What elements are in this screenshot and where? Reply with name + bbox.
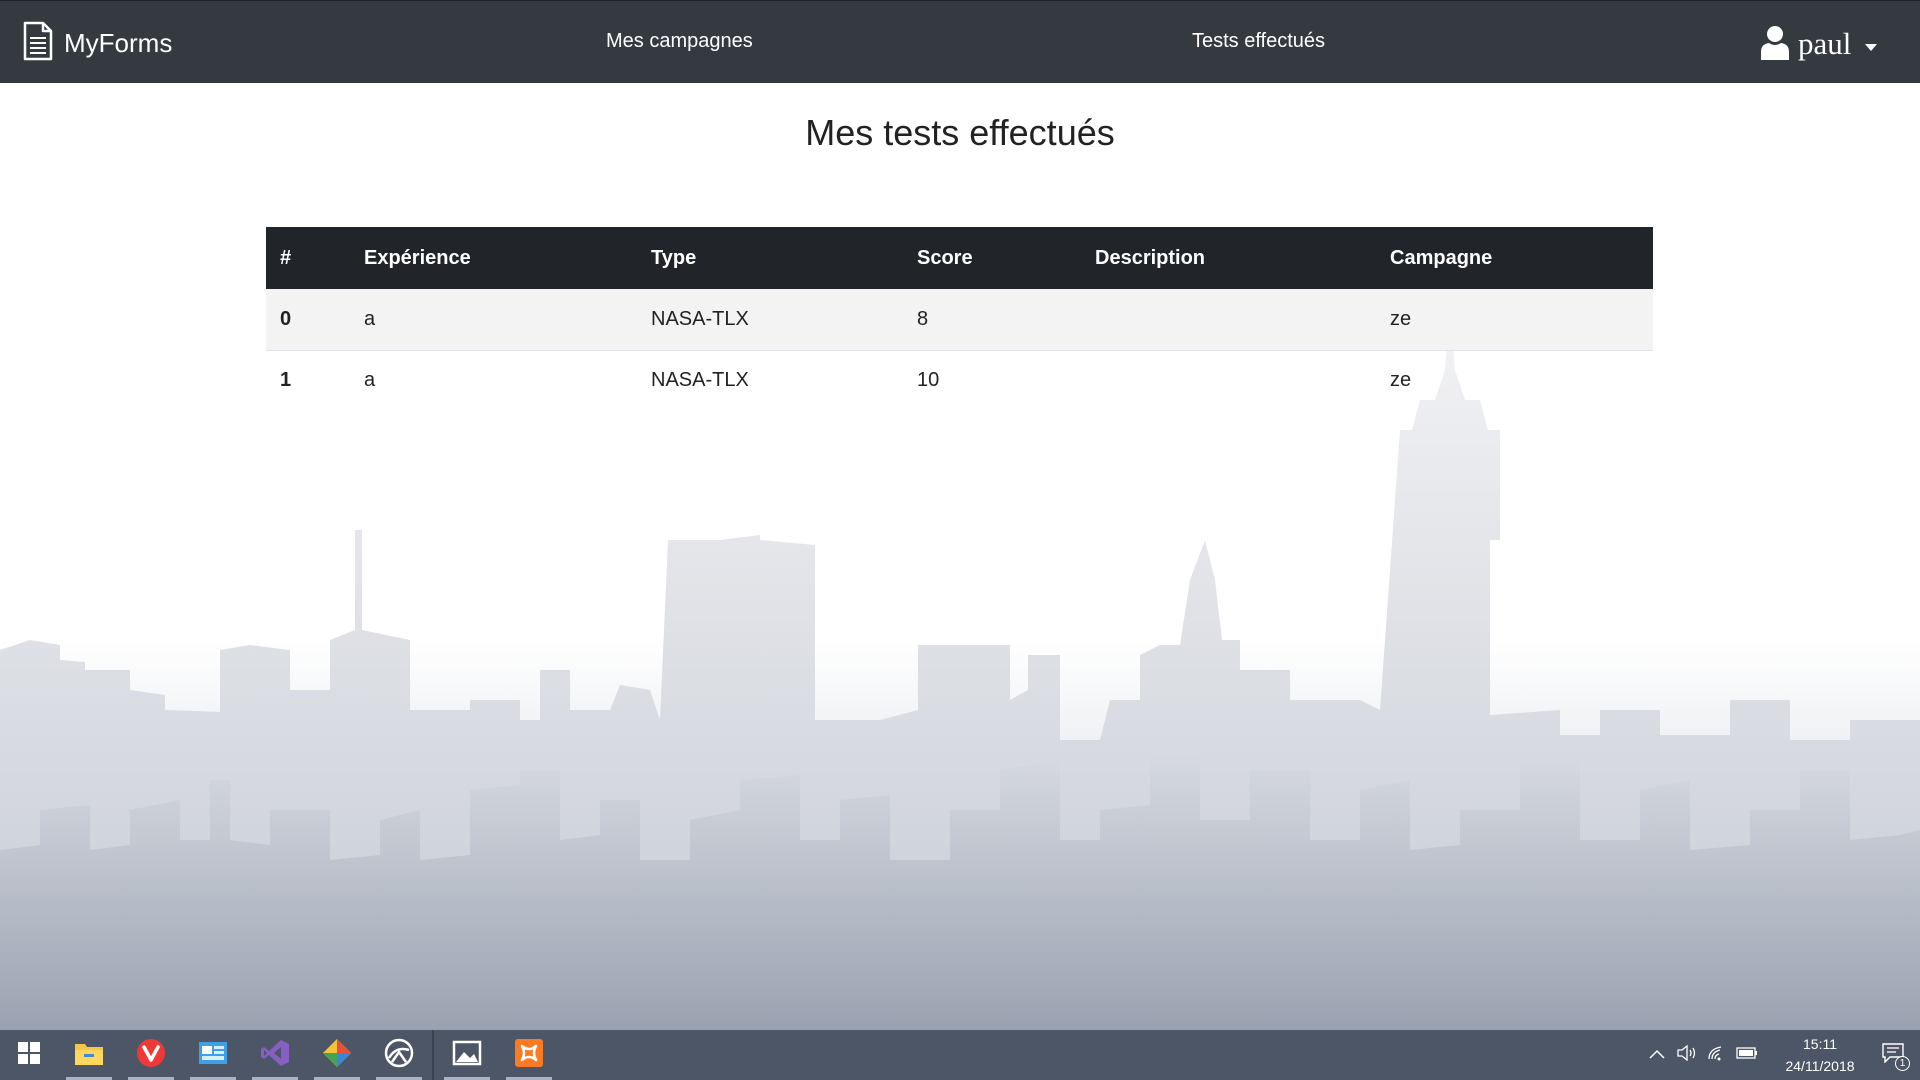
table-header-row: # Expérience Type Score Description Camp… bbox=[266, 227, 1653, 289]
browser-icon bbox=[384, 1038, 414, 1073]
cell-index: 0 bbox=[280, 307, 292, 330]
battery-icon bbox=[1736, 1046, 1758, 1064]
cell-experience: a bbox=[364, 307, 376, 330]
chevron-up-icon bbox=[1649, 1046, 1665, 1064]
page-title: Mes tests effectués bbox=[805, 112, 1115, 153]
column-header-experience: Expérience bbox=[364, 246, 471, 269]
tray-battery-button[interactable] bbox=[1732, 1030, 1762, 1080]
taskbar-app-file-explorer[interactable] bbox=[58, 1030, 120, 1080]
cell-campagne: ze bbox=[1390, 369, 1412, 392]
vivaldi-icon bbox=[136, 1038, 166, 1073]
git-icon bbox=[322, 1038, 352, 1073]
volume-icon bbox=[1677, 1044, 1697, 1066]
xampp-icon bbox=[514, 1038, 544, 1073]
navbar: MyForms Mes campagnes Tests effectués pa… bbox=[0, 0, 1920, 83]
document-icon bbox=[22, 21, 54, 66]
user-icon bbox=[1760, 24, 1790, 65]
chevron-down-icon bbox=[1865, 43, 1878, 51]
cell-type: NASA-TLX bbox=[651, 307, 749, 330]
windows-icon bbox=[18, 1041, 40, 1069]
tray-network-button[interactable] bbox=[1702, 1030, 1732, 1080]
column-header-index: # bbox=[280, 246, 292, 269]
cell-campagne: ze bbox=[1390, 307, 1412, 330]
taskbar-app-control-panel[interactable] bbox=[182, 1030, 244, 1080]
clock-time: 15:11 bbox=[1803, 1036, 1837, 1052]
table-row: 0 a NASA-TLX 8 ze bbox=[266, 289, 1653, 350]
nav-link-tests[interactable]: Tests effectués bbox=[1192, 30, 1326, 52]
taskbar-app-git[interactable] bbox=[306, 1030, 368, 1080]
control-panel-icon bbox=[198, 1040, 228, 1071]
clock-date: 24/11/2018 bbox=[1785, 1058, 1855, 1074]
user-menu[interactable]: paul bbox=[1760, 19, 1878, 69]
system-tray: 15:11 24/11/2018 1 bbox=[1642, 1030, 1920, 1080]
taskbar: 15:11 24/11/2018 1 bbox=[0, 1030, 1920, 1080]
taskbar-app-visual-studio[interactable] bbox=[244, 1030, 306, 1080]
file-explorer-icon bbox=[74, 1040, 104, 1071]
taskbar-app-xampp[interactable] bbox=[498, 1030, 560, 1080]
taskbar-app-photos[interactable] bbox=[436, 1030, 498, 1080]
wifi-icon bbox=[1707, 1045, 1727, 1066]
cell-description bbox=[1081, 350, 1376, 411]
column-header-campagne: Campagne bbox=[1390, 246, 1493, 269]
taskbar-app-browser[interactable] bbox=[368, 1030, 430, 1080]
user-name: paul bbox=[1798, 26, 1852, 61]
brand-label: MyForms bbox=[64, 27, 173, 58]
skyline-background bbox=[0, 340, 1920, 1030]
nav-link-campagnes[interactable]: Mes campagnes bbox=[606, 30, 753, 52]
column-header-description: Description bbox=[1095, 246, 1206, 269]
tray-volume-button[interactable] bbox=[1672, 1030, 1702, 1080]
action-center-button[interactable]: 1 bbox=[1866, 1030, 1920, 1080]
column-header-score: Score bbox=[917, 246, 973, 269]
cell-score: 8 bbox=[917, 307, 929, 330]
taskbar-separator bbox=[432, 1030, 434, 1080]
cell-score: 10 bbox=[917, 369, 940, 392]
notification-count: 1 bbox=[1895, 1056, 1910, 1071]
brand-link[interactable]: MyForms bbox=[22, 21, 173, 66]
cell-type: NASA-TLX bbox=[651, 369, 749, 392]
tray-overflow-button[interactable] bbox=[1642, 1030, 1672, 1080]
photos-icon bbox=[452, 1040, 482, 1071]
cell-index: 1 bbox=[280, 369, 292, 392]
notification-icon bbox=[1882, 1042, 1904, 1068]
taskbar-app-vivaldi[interactable] bbox=[120, 1030, 182, 1080]
column-header-type: Type bbox=[651, 246, 697, 269]
tests-table: # Expérience Type Score Description Camp… bbox=[266, 227, 1653, 411]
start-button[interactable] bbox=[0, 1030, 58, 1080]
table-row: 1 a NASA-TLX 10 ze bbox=[266, 350, 1653, 411]
visual-studio-icon bbox=[260, 1038, 290, 1073]
cell-description bbox=[1081, 289, 1376, 350]
taskbar-clock[interactable]: 15:11 24/11/2018 bbox=[1774, 1030, 1866, 1080]
cell-experience: a bbox=[364, 369, 376, 392]
